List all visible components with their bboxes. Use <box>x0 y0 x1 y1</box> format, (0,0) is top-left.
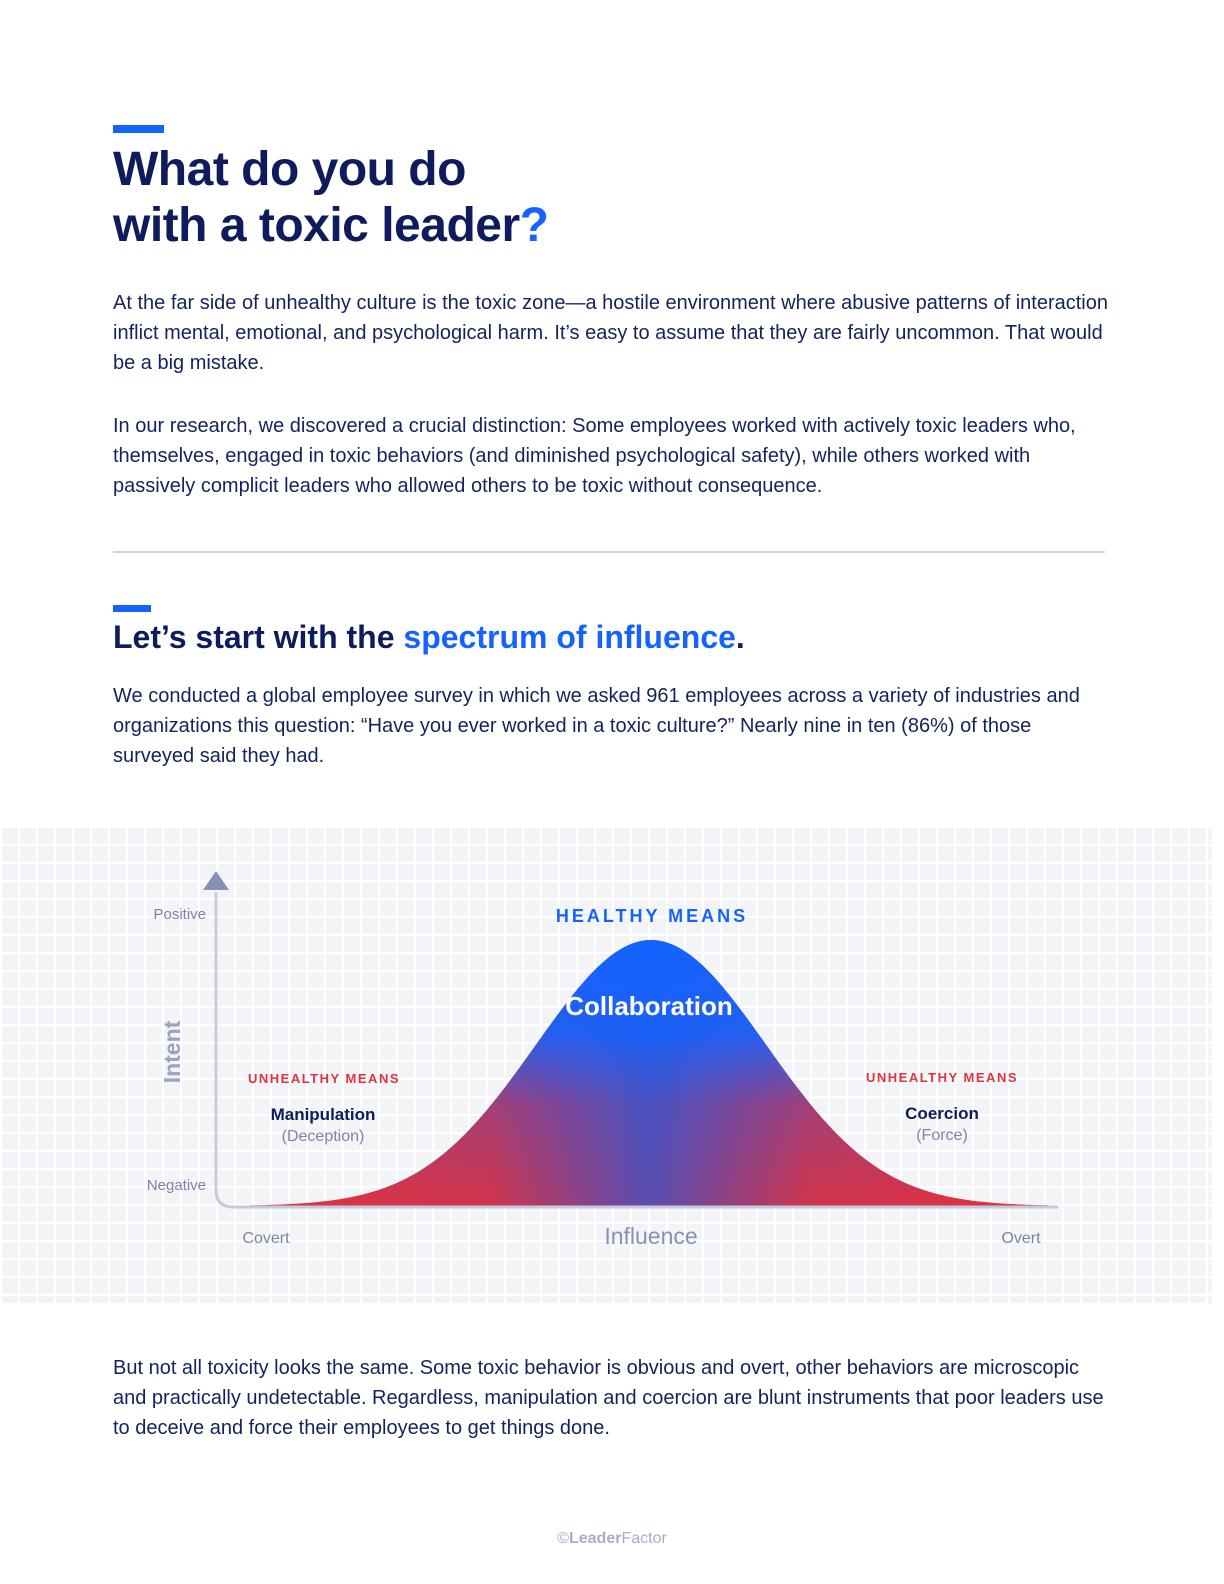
brand-name-light: Factor <box>621 1530 667 1547</box>
deception-label: (Deception) <box>282 1128 365 1145</box>
section-heading-prefix: Let’s start with the <box>113 619 404 655</box>
survey-paragraph: We conducted a global employee survey in… <box>113 685 1080 767</box>
outro-paragraph: But not all toxicity looks the same. Som… <box>113 1357 1104 1439</box>
coercion-label: Coercion <box>905 1104 979 1123</box>
brand-name-bold: Leader <box>568 1530 622 1547</box>
healthy-means-label: HEALTHY MEANS <box>556 906 748 926</box>
section-accent-bar <box>113 605 151 612</box>
x-tick-covert: Covert <box>242 1230 290 1247</box>
title-accent-bar <box>113 125 164 133</box>
y-axis-arrow-icon <box>203 871 229 890</box>
y-axis-line <box>214 892 1058 1209</box>
collaboration-label: Collaboration <box>565 991 733 1021</box>
unhealthy-means-left-label: UNHEALTHY MEANS <box>248 1071 400 1086</box>
title-question-mark: ? <box>519 199 549 252</box>
y-tick-positive: Positive <box>153 906 206 923</box>
x-tick-overt: Overt <box>1001 1230 1041 1247</box>
manipulation-label: Manipulation <box>271 1105 376 1124</box>
unhealthy-means-right-label: UNHEALTHY MEANS <box>866 1070 1018 1085</box>
intro-paragraph-2: In our research, we discovered a crucial… <box>113 415 1076 497</box>
title-line-1: What do you do <box>113 143 466 196</box>
footer-brand: ©LeaderFactor <box>0 1530 1224 1548</box>
y-axis-label: Intent <box>159 1020 185 1083</box>
copyright-symbol: © <box>557 1530 569 1547</box>
section-heading-suffix: . <box>735 619 745 655</box>
x-axis-label: Influence <box>604 1223 697 1249</box>
force-label: (Force) <box>916 1127 968 1144</box>
bell-curve-area <box>250 940 1050 1206</box>
curve-fill-healthy <box>250 940 1050 1206</box>
section-heading: Let’s start with the spectrum of influen… <box>113 617 745 657</box>
spectrum-of-influence-chart: Positive Negative Intent Covert Overt In… <box>0 826 1212 1303</box>
y-tick-negative: Negative <box>147 1177 206 1194</box>
chart-svg: Positive Negative Intent Covert Overt In… <box>147 871 1058 1249</box>
title-line-2: with a toxic leader <box>113 199 520 252</box>
section-divider <box>113 551 1105 553</box>
intro-paragraph-1: At the far side of unhealthy culture is … <box>113 292 1108 374</box>
section-heading-highlight: spectrum of influence <box>403 619 736 655</box>
page-title: What do you do with a toxic leader? <box>113 142 549 254</box>
